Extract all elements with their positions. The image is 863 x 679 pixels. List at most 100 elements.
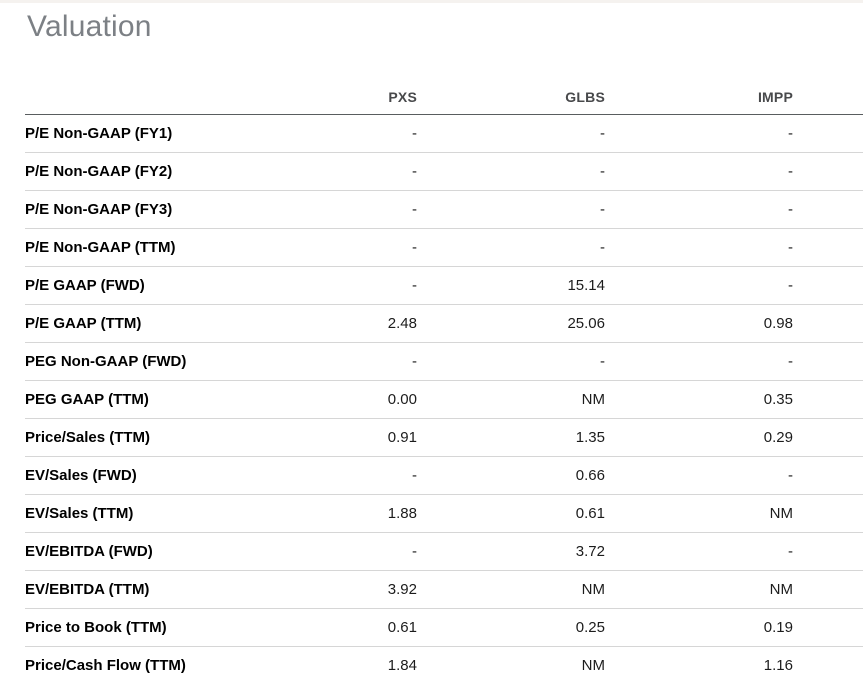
table-row: P/E Non-GAAP (FY2) - - - xyxy=(25,152,863,191)
spacer-cell xyxy=(793,570,863,609)
metric-value-impp: - xyxy=(605,266,793,305)
table-row: P/E Non-GAAP (TTM) - - - xyxy=(25,228,863,267)
ticker-column-header-glbs: GLBS xyxy=(417,45,605,115)
metric-value-impp: 1.16 xyxy=(763,657,793,674)
table-row: P/E GAAP (FWD) - 15.14 - xyxy=(25,266,863,305)
metric-label: PEG Non-GAAP (FWD) xyxy=(25,342,229,381)
table-row: EV/EBITDA (FWD) - 3.72 - xyxy=(25,532,863,571)
metric-value-impp: 0.98 xyxy=(605,304,793,343)
metric-value-impp: NM xyxy=(605,570,793,609)
metric-value-glbs: 0.25 xyxy=(417,608,605,647)
metric-label: EV/Sales (TTM) xyxy=(25,494,229,533)
metric-value-pxs: - xyxy=(229,190,417,229)
metric-value-glbs: - xyxy=(417,114,605,153)
table-row: P/E Non-GAAP (FY3) - - - xyxy=(25,190,863,229)
metric-value-pxs: - xyxy=(229,532,417,571)
metric-value-pxs: 1.84 xyxy=(387,657,417,674)
table-row: Price to Book (TTM) 0.61 0.25 0.19 xyxy=(25,608,863,647)
metric-value-pxs: 3.92 xyxy=(229,570,417,609)
spacer-cell xyxy=(793,228,863,267)
metric-value-impp: 0.29 xyxy=(605,418,793,457)
spacer-cell xyxy=(793,494,863,533)
metric-label: EV/Sales (FWD) xyxy=(25,456,229,495)
metric-value-glbs: 25.06 xyxy=(417,304,605,343)
metric-value-impp: NM xyxy=(605,494,793,533)
metric-value-impp: - xyxy=(605,342,793,381)
metric-label: Price/Sales (TTM) xyxy=(25,418,229,457)
metric-value-glbs: 15.14 xyxy=(417,266,605,305)
spacer-cell xyxy=(793,647,863,679)
metric-value-impp: - xyxy=(605,532,793,571)
metric-value-impp: 0.35 xyxy=(605,380,793,419)
metric-label: P/E GAAP (FWD) xyxy=(25,266,229,305)
spacer-cell xyxy=(793,266,863,305)
table-row: Price/Cash Flow (TTM) 1.84 NM 1.16 xyxy=(25,647,863,679)
table-row: PEG Non-GAAP (FWD) - - - xyxy=(25,342,863,381)
metric-value-impp: - xyxy=(605,456,793,495)
metric-value-glbs: NM xyxy=(417,380,605,419)
metric-value-pxs: - xyxy=(229,266,417,305)
table-row: EV/Sales (TTM) 1.88 0.61 NM xyxy=(25,494,863,533)
metric-value-glbs: NM xyxy=(581,657,605,674)
table-row: P/E GAAP (TTM) 2.48 25.06 0.98 xyxy=(25,304,863,343)
metric-label: Price to Book (TTM) xyxy=(25,608,229,647)
metric-value-pxs: 0.91 xyxy=(229,418,417,457)
spacer-cell xyxy=(793,456,863,495)
metric-label: EV/EBITDA (TTM) xyxy=(25,570,229,609)
valuation-section: Valuation PXS GLBS IMPP P/E Non-GAAP (FY… xyxy=(25,3,863,679)
metric-label: EV/EBITDA (FWD) xyxy=(25,532,229,571)
table-row: EV/Sales (FWD) - 0.66 - xyxy=(25,456,863,495)
metric-value-glbs: - xyxy=(417,228,605,267)
metric-value-pxs: - xyxy=(229,342,417,381)
metric-label: P/E Non-GAAP (FY3) xyxy=(25,190,229,229)
metric-value-impp: - xyxy=(605,228,793,267)
spacer-cell xyxy=(793,152,863,191)
metric-value-glbs: NM xyxy=(417,570,605,609)
top-edge-strip xyxy=(0,0,863,3)
metric-label: PEG GAAP (TTM) xyxy=(25,380,229,419)
metric-label: P/E Non-GAAP (TTM) xyxy=(25,228,229,267)
metric-value-pxs: - xyxy=(229,456,417,495)
metric-value-impp: - xyxy=(605,114,793,153)
metric-value-glbs: 0.61 xyxy=(417,494,605,533)
valuation-table-header: PXS GLBS IMPP xyxy=(25,45,863,115)
metric-value-pxs: 0.00 xyxy=(229,380,417,419)
metric-label: Price/Cash Flow (TTM) xyxy=(25,657,186,674)
header-row: PXS GLBS IMPP xyxy=(25,45,863,115)
metric-value-pxs: 2.48 xyxy=(229,304,417,343)
spacer-cell xyxy=(793,532,863,571)
metric-value-pxs: - xyxy=(229,114,417,153)
metric-value-impp: 0.19 xyxy=(605,608,793,647)
table-row: EV/EBITDA (TTM) 3.92 NM NM xyxy=(25,570,863,609)
metric-value-pxs: - xyxy=(229,228,417,267)
metric-value-pxs: 0.61 xyxy=(229,608,417,647)
spacer-cell xyxy=(793,342,863,381)
ticker-column-header-impp: IMPP xyxy=(605,45,793,115)
metric-value-impp: - xyxy=(605,152,793,191)
metric-value-glbs: - xyxy=(417,190,605,229)
table-row: PEG GAAP (TTM) 0.00 NM 0.35 xyxy=(25,380,863,419)
spacer-column-header xyxy=(793,45,863,115)
metric-value-pxs: - xyxy=(229,152,417,191)
spacer-cell xyxy=(793,608,863,647)
metric-value-glbs: 1.35 xyxy=(417,418,605,457)
metric-value-glbs: 0.66 xyxy=(417,456,605,495)
metric-label: P/E GAAP (TTM) xyxy=(25,304,229,343)
valuation-table-body: P/E Non-GAAP (FY1) - - - P/E Non-GAAP (F… xyxy=(25,114,863,679)
page-title: Valuation xyxy=(27,10,152,43)
ticker-column-header-pxs: PXS xyxy=(229,45,417,115)
spacer-cell xyxy=(793,114,863,153)
table-row: Price/Sales (TTM) 0.91 1.35 0.29 xyxy=(25,418,863,457)
metric-value-glbs: - xyxy=(417,152,605,191)
spacer-cell xyxy=(793,304,863,343)
metric-column-header xyxy=(25,45,229,115)
spacer-cell xyxy=(793,380,863,419)
metric-label: P/E Non-GAAP (FY1) xyxy=(25,114,229,153)
valuation-table: PXS GLBS IMPP P/E Non-GAAP (FY1) - - - P… xyxy=(25,45,863,679)
metric-label: P/E Non-GAAP (FY2) xyxy=(25,152,229,191)
spacer-cell xyxy=(793,418,863,457)
metric-value-pxs: 1.88 xyxy=(229,494,417,533)
table-row: P/E Non-GAAP (FY1) - - - xyxy=(25,114,863,153)
spacer-cell xyxy=(793,190,863,229)
metric-value-glbs: - xyxy=(417,342,605,381)
